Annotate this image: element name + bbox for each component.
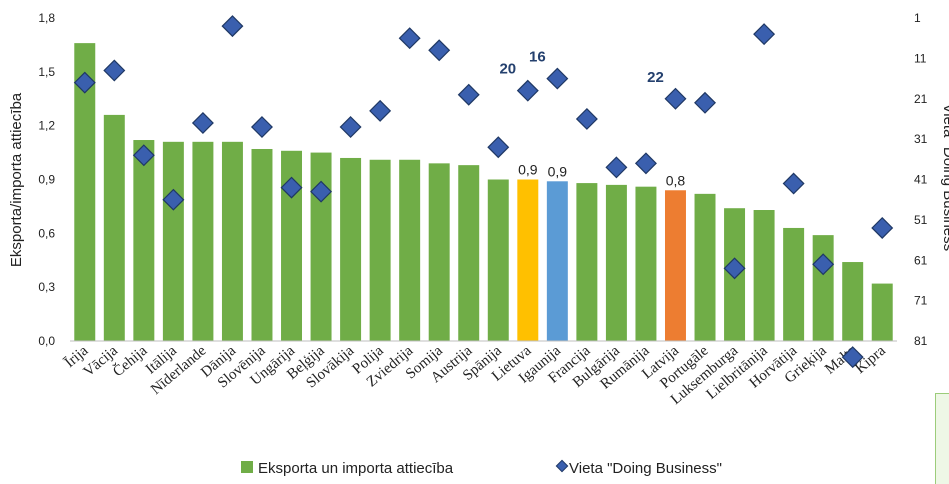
bar-italija — [162, 141, 184, 341]
diamond-cehija — [132, 144, 155, 167]
bar-danija — [221, 141, 243, 341]
y2-tick-label: 31 — [914, 132, 928, 146]
bar-value-label-igaunija: 0,9 — [548, 163, 568, 179]
diamond-luksemburga — [723, 257, 746, 280]
diamond-irija — [73, 71, 96, 94]
bar-portugale — [694, 193, 716, 341]
y-tick-label: 0,6 — [38, 226, 55, 240]
bar-slovakija — [340, 157, 362, 341]
bar-vacija — [103, 114, 125, 342]
y2-tick-label: 11 — [914, 51, 927, 65]
rank-value-label-lietuva: 20 — [499, 61, 516, 78]
bar-malta — [842, 262, 864, 341]
bar-lielbritanija — [753, 210, 775, 341]
diamond-austrija — [457, 83, 480, 106]
bar-niderlande — [192, 141, 214, 341]
diamond-vacija — [103, 59, 126, 82]
diamond-rumanija — [634, 152, 657, 175]
bar-spanija — [487, 179, 509, 341]
y-tick-label: 1,2 — [38, 119, 55, 133]
bar-griekija — [812, 235, 834, 341]
diamond-bulgarija — [605, 156, 628, 179]
bar-polija — [369, 159, 391, 341]
bar-belgija — [310, 152, 332, 341]
bar-lietuva — [517, 179, 539, 341]
data-labels-layer: 0,9 20 0,9 16 0,8 22 — [499, 49, 685, 189]
diamond-slovenija — [250, 116, 273, 139]
y2-tick-label: 61 — [914, 253, 928, 267]
diamond-kipra — [871, 216, 894, 239]
bar-rumanija — [635, 186, 657, 341]
diamond-francija — [575, 107, 598, 130]
y2-tick-label: 1 — [914, 11, 921, 25]
diamond-griekija — [812, 253, 835, 276]
diamond-igaunija — [546, 67, 569, 90]
diamond-danija — [221, 15, 244, 38]
y2-axis-title: Vieta "Doing Business" — [940, 104, 949, 257]
bars-layer — [74, 43, 893, 342]
y2-tick-label: 21 — [914, 92, 928, 106]
diamond-zviedrija — [398, 27, 421, 50]
bar-irija — [74, 43, 96, 341]
y-tick-label: 0,3 — [38, 280, 55, 294]
bar-igaunija — [546, 181, 568, 341]
bar-slovenija — [251, 148, 273, 341]
diamond-somija — [428, 39, 451, 62]
bar-kipra — [871, 283, 893, 341]
bar-value-label-lietuva: 0,9 — [518, 162, 538, 178]
diamond-latvija — [664, 87, 687, 110]
diamond-horvatija — [782, 172, 805, 195]
y2-tick-label: 71 — [914, 294, 928, 308]
bar-value-label-latvija: 0,8 — [666, 172, 686, 188]
legend-diamond-swatch — [555, 459, 569, 473]
diamond-spanija — [487, 136, 510, 159]
y-tick-label: 0,0 — [38, 334, 55, 348]
bar-bulgarija — [605, 184, 627, 341]
x-tick-label-cehija: Čehija — [109, 342, 150, 380]
x-axis-labels: ĪrijaVācijaČehijaItālijaNīderlandeDānija… — [62, 342, 889, 408]
bar-austrija — [458, 165, 480, 341]
diamond-slovakija — [339, 116, 362, 139]
y2-tick-label: 81 — [914, 334, 928, 348]
bar-francija — [576, 183, 598, 341]
y2-tick-label: 51 — [914, 213, 928, 227]
y-tick-label: 0,9 — [38, 173, 55, 187]
diamond-lietuva — [516, 79, 539, 102]
diamond-niderlande — [191, 111, 214, 134]
bar-zviedrija — [399, 159, 421, 341]
diamond-malta — [841, 346, 864, 369]
y-tick-label: 1,5 — [38, 65, 55, 79]
y-axis-ticks: 0,0 0,3 0,6 0,9 1,2 1,5 1,8 — [38, 11, 55, 348]
bar-latvija — [664, 190, 686, 341]
side-note-box — [935, 393, 949, 484]
legend: Eksporta un importa attiecība Vieta "Doi… — [241, 459, 722, 477]
legend-bar-label: Eksporta un importa attiecība — [258, 460, 454, 477]
rank-value-label-latvija: 22 — [647, 69, 664, 86]
legend-bar-swatch — [241, 461, 253, 473]
diamond-belgija — [310, 180, 333, 203]
y-tick-label: 1,8 — [38, 11, 55, 25]
diamond-italija — [162, 188, 185, 211]
bar-horvatija — [783, 227, 805, 341]
bar-somija — [428, 163, 450, 341]
bar-ungarija — [281, 150, 303, 341]
y-axis-title: Eksporta/importa attiecība — [8, 92, 25, 267]
legend-diamond-label: Vieta "Doing Business" — [569, 460, 722, 477]
diamond-lielbritanija — [753, 23, 776, 46]
rank-value-label-igaunija: 16 — [529, 49, 546, 66]
bar-cehija — [133, 140, 155, 341]
diamond-polija — [369, 99, 392, 122]
y2-tick-label: 41 — [914, 173, 928, 187]
diamond-portugale — [694, 91, 717, 114]
diamonds-layer — [73, 15, 894, 369]
diamond-ungarija — [280, 176, 303, 199]
